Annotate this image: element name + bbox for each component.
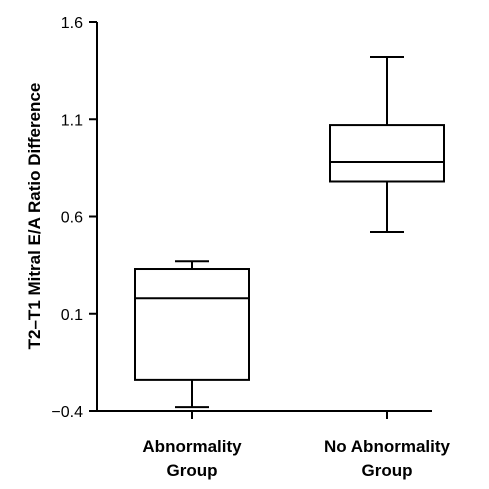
iqr-box: [134, 268, 250, 381]
y-axis-ticks: −0.4 0.1 0.6 1.1 1.6: [51, 15, 97, 421]
x-category-label-line2: Group: [167, 461, 218, 480]
y-tick-label: 1.6: [61, 15, 83, 32]
x-category-label-line1: No Abnormality: [324, 437, 450, 456]
box-group: [329, 56, 445, 234]
y-tick-label: 0.6: [61, 210, 83, 227]
y-axis-title: T2–T1 Mitral E/A Ratio Difference: [25, 83, 44, 350]
box-series: [134, 56, 445, 409]
iqr-box: [329, 124, 445, 183]
y-tick-label: 0.1: [61, 307, 83, 324]
x-axis-ticks: Abnormality Group No Abnormality Group: [142, 411, 451, 480]
x-category-label-line2: Group: [362, 461, 413, 480]
x-category-label-line1: Abnormality: [142, 437, 242, 456]
box-group: [134, 260, 250, 409]
y-tick-label: −0.4: [51, 404, 83, 421]
y-tick-label: 1.1: [61, 112, 83, 129]
